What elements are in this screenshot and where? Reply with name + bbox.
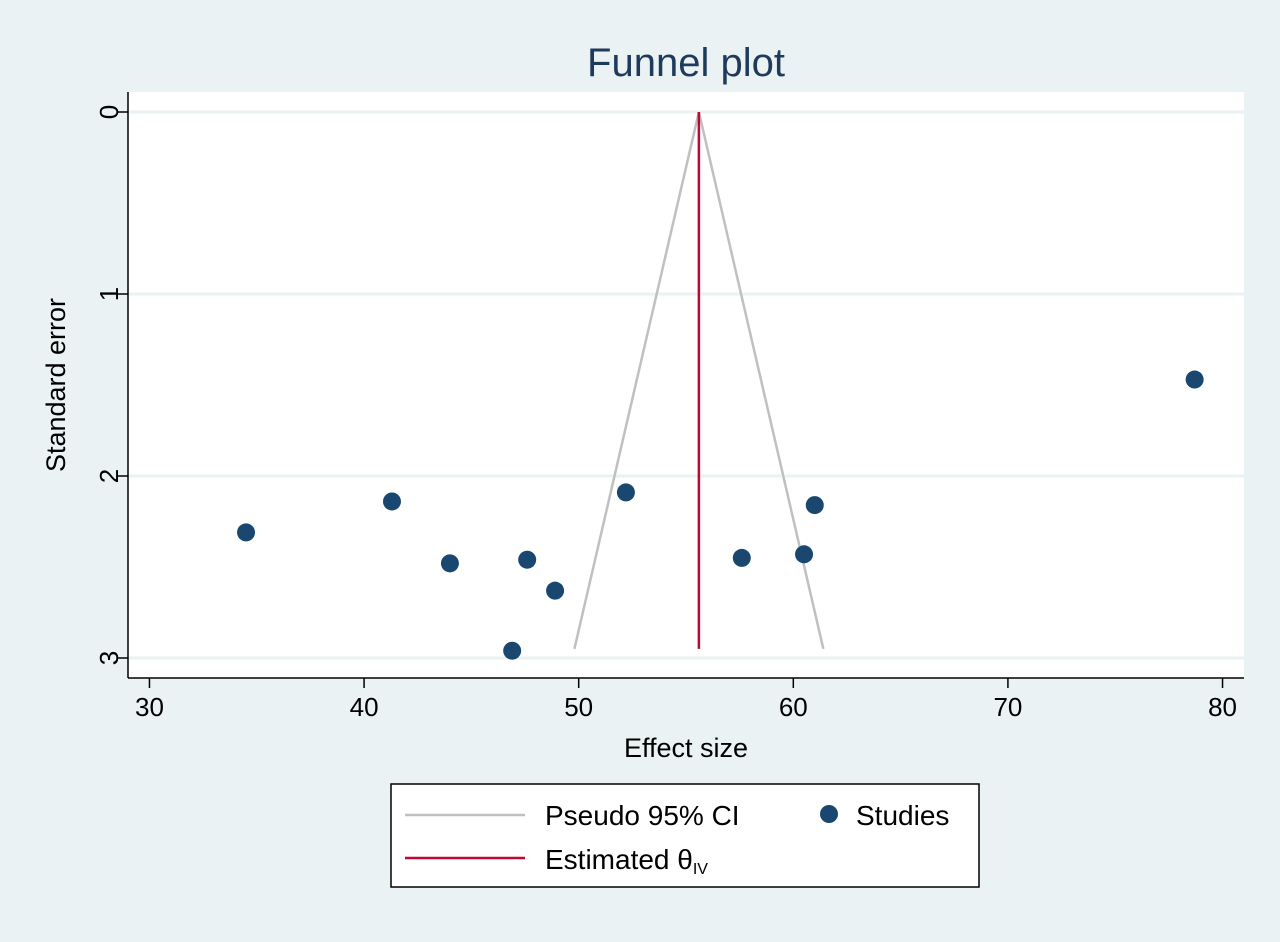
plot-area — [128, 92, 1244, 678]
chart-title: Funnel plot — [587, 41, 785, 85]
y-tick-label: 3 — [94, 651, 124, 665]
study-point — [805, 496, 824, 515]
x-tick-label: 40 — [350, 692, 379, 722]
legend-studies-label: Studies — [856, 800, 949, 831]
study-point — [546, 581, 565, 600]
x-tick-label: 80 — [1208, 692, 1237, 722]
x-tick-label: 30 — [135, 692, 164, 722]
ci-line — [573, 111, 701, 650]
study-point — [382, 492, 401, 511]
legend: Pseudo 95% CI Studies Estimated θIV — [390, 783, 980, 888]
legend-estimate-text: Estimated θ — [545, 844, 693, 875]
x-tick-label: 50 — [564, 692, 593, 722]
legend-box — [390, 783, 980, 888]
y-axis-label: Standard error — [41, 298, 71, 472]
x-axis-label: Effect size — [624, 733, 748, 763]
study-point — [732, 548, 751, 567]
study-point — [503, 641, 522, 660]
study-point — [1185, 370, 1204, 389]
y-tick-label: 0 — [94, 105, 124, 119]
legend-estimate-subscript: IV — [693, 861, 708, 878]
legend-studies-marker — [820, 805, 838, 823]
x-tick-label: 60 — [779, 692, 808, 722]
y-tick-label: 2 — [94, 469, 124, 483]
study-point — [795, 545, 814, 564]
study-point — [518, 550, 537, 569]
study-point — [440, 554, 459, 573]
y-tick-label: 1 — [94, 287, 124, 301]
study-point — [616, 483, 635, 502]
study-point — [237, 523, 256, 542]
legend-ci-label: Pseudo 95% CI — [545, 800, 740, 831]
legend-estimate-label: Estimated θIV — [545, 844, 708, 878]
x-tick-label: 70 — [993, 692, 1022, 722]
